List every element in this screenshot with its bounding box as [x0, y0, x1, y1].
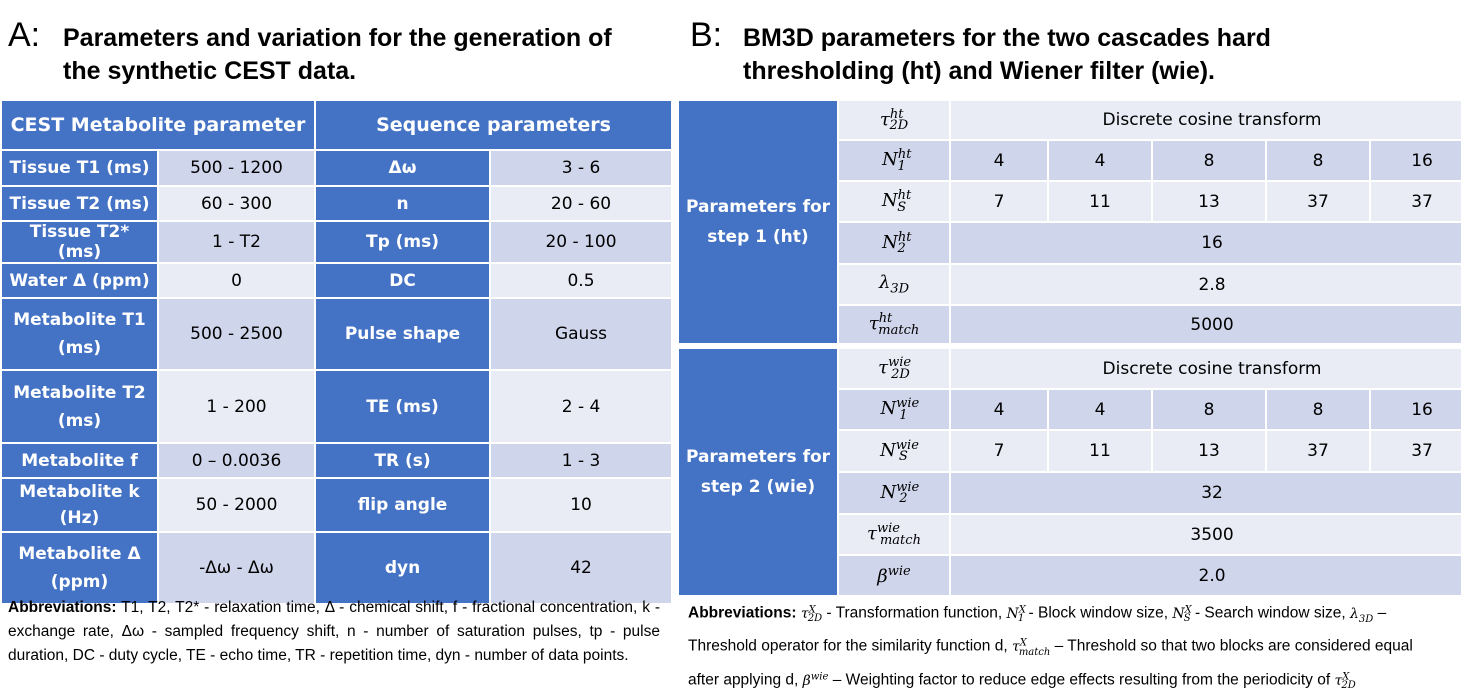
ns-wie-value: 37	[1368, 429, 1461, 473]
ns-wie-value: 11	[1047, 429, 1153, 473]
abbrev-part: - Transformation function,	[826, 604, 1003, 622]
cest-parameter-table: CEST Metabolite parameter Sequence param…	[0, 99, 674, 605]
panel-a-abbreviations: Abbreviations: T1, T2, T2* - relaxation …	[8, 596, 660, 668]
panel-b-letter: B:	[690, 16, 723, 54]
n1-ht-value: 4	[1047, 139, 1153, 182]
tau-2d-ht-symbol: τht2D	[837, 99, 951, 141]
tau-2d-wie-symbol: τwie2D	[837, 343, 951, 390]
n1-ht-value: 8	[1151, 139, 1267, 182]
ns-wie-value: 13	[1151, 429, 1267, 473]
ns-wie-value: 7	[949, 429, 1049, 473]
ns-ht-value: 7	[949, 180, 1049, 223]
tau-2d-wie-value: Discrete cosine transform	[948, 343, 1461, 390]
seq-value: 0.5	[488, 262, 674, 299]
n2-wie-symbol: Nwie2	[837, 471, 951, 515]
param-value: 0	[157, 262, 316, 299]
n1-wie-value: 4	[1047, 388, 1153, 431]
n1-wie-value: 16	[1368, 388, 1461, 431]
n1-wie-value: 8	[1265, 388, 1371, 431]
seq-value: 20 - 60	[488, 185, 674, 222]
seq-label: TR (s)	[314, 442, 491, 479]
panel-b-title-line1: BM3D parameters for the two cascades har…	[743, 24, 1271, 52]
lambda-3d-symbol: λ3D	[837, 263, 951, 306]
ns-ht-value: 37	[1368, 180, 1461, 223]
ns-ht-value: 37	[1265, 180, 1371, 223]
panel-a-title-line2: the synthetic CEST data.	[63, 57, 357, 85]
abbrev-label: Abbreviations:	[8, 599, 117, 616]
param-value: 500 - 1200	[157, 149, 316, 187]
step2-label: Parameters for step 2 (wie)	[677, 343, 839, 597]
param-label: Metabolite k (Hz)	[0, 477, 159, 533]
header-sequence: Sequence parameters	[313, 99, 674, 151]
panel-a-letter: A:	[8, 16, 41, 54]
n2-ht-symbol: Nht2	[837, 221, 951, 265]
param-value: 1 - T2	[157, 220, 316, 264]
abbrev-text: T1, T2, T2* - relaxation time, Δ - chemi…	[8, 599, 660, 664]
seq-value: 20 - 100	[488, 220, 674, 264]
seq-label: DC	[314, 262, 491, 299]
n1-wie-value: 4	[949, 388, 1049, 431]
seq-label: Δω	[314, 149, 491, 187]
n2-wie-value: 32	[948, 471, 1461, 515]
param-value: 60 - 300	[157, 185, 316, 222]
seq-value: 3 - 6	[488, 149, 674, 187]
n1-ht-value: 8	[1265, 139, 1371, 182]
tau-match-ht-value: 5000	[948, 304, 1461, 347]
panel-a-title-line1: Parameters and variation for the generat…	[63, 24, 612, 52]
param-label: Metabolite T2 (ms)	[0, 369, 159, 444]
n2-ht-value: 16	[948, 221, 1461, 265]
step1-label: Parameters for step 1 (ht)	[677, 99, 839, 347]
param-label: Tissue T2* (ms)	[0, 220, 159, 264]
seq-label: dyn	[314, 531, 491, 605]
param-label: Metabolite Δ (ppm)	[0, 531, 159, 605]
param-label: Water Δ (ppm)	[0, 262, 159, 299]
seq-value: Gauss	[488, 297, 674, 371]
param-value: 50 - 2000	[157, 477, 316, 533]
abbrev-part: – Weighting factor to reduce edge effect…	[832, 671, 1331, 689]
n1-ht-symbol: Nht1	[837, 139, 951, 182]
seq-label: Pulse shape	[314, 297, 491, 371]
param-label: Metabolite f	[0, 442, 159, 479]
n1-ht-value: 16	[1368, 139, 1461, 182]
abbrev-label: Abbreviations:	[688, 604, 797, 622]
abbrev-part: - Block window size,	[1028, 604, 1169, 622]
lambda-3d-value: 2.8	[948, 263, 1461, 306]
beta-wie-value: 2.0	[948, 554, 1461, 597]
seq-value: 10	[488, 477, 674, 533]
param-value: -Δω - Δω	[157, 531, 316, 605]
ns-ht-symbol: NhtS	[837, 180, 951, 223]
tau-2d-ht-value: Discrete cosine transform	[948, 99, 1461, 141]
ns-ht-value: 13	[1151, 180, 1267, 223]
tau-match-wie-symbol: τwiematch	[837, 513, 951, 556]
param-label: Tissue T1 (ms)	[0, 149, 159, 187]
abbrev-part: - Search window size,	[1194, 604, 1346, 622]
param-value: 0 – 0.0036	[157, 442, 316, 479]
param-value: 500 - 2500	[157, 297, 316, 371]
n1-wie-value: 8	[1151, 388, 1267, 431]
abbrev-part: – Threshold operator for the similarity …	[688, 604, 1387, 656]
seq-value: 42	[488, 531, 674, 605]
param-value: 1 - 200	[157, 369, 316, 444]
seq-label: n	[314, 185, 491, 222]
beta-wie-symbol: βwie	[837, 554, 951, 597]
panel-b-abbreviations: Abbreviations: τX2D - Transformation fun…	[688, 604, 1413, 692]
seq-value: 1 - 3	[488, 442, 674, 479]
seq-label: Tp (ms)	[314, 220, 491, 264]
seq-label: flip angle	[314, 477, 491, 533]
bm3d-parameter-table: Parameters for step 1 (ht) τht2D Discret…	[677, 99, 1461, 597]
ns-wie-value: 37	[1265, 429, 1371, 473]
tau-match-ht-symbol: τhtmatch	[837, 304, 951, 347]
seq-label: TE (ms)	[314, 369, 491, 444]
panel-b-title-line2: thresholding (ht) and Wiener filter (wie…	[743, 57, 1215, 85]
abbrev-part: – Threshold so that two blocks are consi…	[688, 638, 1413, 689]
seq-value: 2 - 4	[488, 369, 674, 444]
n1-ht-value: 4	[949, 139, 1049, 182]
header-cest-metabolite: CEST Metabolite parameter	[0, 99, 316, 151]
param-label: Metabolite T1 (ms)	[0, 297, 159, 371]
n1-wie-symbol: Nwie1	[837, 388, 951, 431]
ns-wie-symbol: NwieS	[837, 429, 951, 473]
param-label: Tissue T2 (ms)	[0, 185, 159, 222]
tau-match-wie-value: 3500	[948, 513, 1461, 556]
ns-ht-value: 11	[1047, 180, 1153, 223]
